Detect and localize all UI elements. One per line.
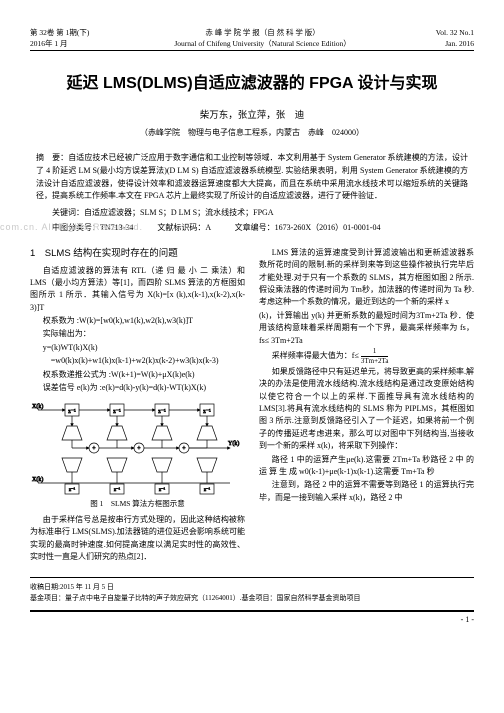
body-columns: 1 SLMS 结构在实现时存在的问题 自适应滤波器的算法有 RTL（递 归 最 …	[30, 247, 474, 565]
artno-label: 文章编号：	[235, 223, 275, 232]
right-eq1: 采样频率得最大值为：f≤ 1 3Tm+2Ta	[259, 348, 474, 365]
footer-block: 收稿日期:2015 年 11 月 5 日 基金项目：量子点中电子自旋量子比特的声…	[30, 577, 474, 604]
left-p1: 自适应滤波器的算法有 RTL（递 归 最 小 二 乘法）和 LMS（最小均方算法…	[30, 265, 245, 315]
header-vol-en: Vol. 32 No.1	[436, 28, 474, 39]
left-eq3: =w0(k)x(k)+w1(k)x(k-1)+w2(k)x(k-2)+w3(k)…	[30, 355, 245, 367]
page-number-row: - 1 -	[30, 610, 474, 624]
header-volume: 第 32卷 第 1期(下)	[30, 28, 89, 39]
right-column: LMS 算法的运算速度受到计算滤波输出和更新滤波器系数所花时间的限制.新的采样到…	[259, 247, 474, 565]
page-header: 第 32卷 第 1期(下) 2016年 1 月 赤 峰 学 院 学 报（自 然 …	[30, 28, 474, 51]
page-number: - 1 -	[461, 615, 474, 624]
doc-label: 文献标识码：	[157, 223, 205, 232]
right-p4: 路径 1 中的运算产生μe(k).这需要 2Tm+Ta 秒路径 2 中 的 运 …	[259, 454, 474, 479]
left-eq1: 权系数为 :W(k)=[w0(k),w1(k),w2(k),w3(k)]T	[30, 315, 245, 327]
left-eq4: 权系数递推公式为 :W(k+1)=W(k)+μX(k)e(k)	[30, 369, 245, 381]
figure-1-caption: 图 1 SLMS 算法方框图示意	[30, 498, 245, 510]
svg-text:Y(k): Y(k)	[228, 440, 239, 447]
left-eq5: 误差信号 e(k)为 :e(k)=d(k)-y(k)=d(k)-WT(k)X(k…	[30, 382, 245, 394]
paper-title: 延迟 LMS(DLMS)自适应滤波器的 FPGA 设计与实现	[30, 69, 474, 93]
svg-text:z⁻¹: z⁻¹	[68, 409, 76, 415]
svg-text:z⁻¹: z⁻¹	[204, 487, 211, 493]
header-date-en: Jan. 2016	[436, 39, 474, 50]
svg-text:X(k): X(k)	[32, 403, 43, 410]
right-p3: 如果反馈路径中只有延迟单元，将导致更高的采样频率.解决的办法是使用流水线结构.流…	[259, 366, 474, 453]
left-column: 1 SLMS 结构在实现时存在的问题 自适应滤波器的算法有 RTL（递 归 最 …	[30, 247, 245, 565]
eq1-label: 采样频率得最大值为：f≤	[272, 350, 359, 362]
slms-diagram: z⁻¹ z⁻¹ z⁻¹ z⁻¹ X(k)	[30, 398, 240, 496]
figure-1: z⁻¹ z⁻¹ z⁻¹ z⁻¹ X(k)	[30, 398, 245, 510]
left-p2: 实际输出为：	[30, 328, 245, 340]
keywords-block: 关键词：自适应滤波器；SLM S；D LM S；流水线技术；FPGA	[36, 207, 468, 220]
svg-text:z⁻¹: z⁻¹	[159, 487, 166, 493]
journal-cn: 赤 峰 学 院 学 报（自 然 科 学 版）	[174, 28, 350, 39]
svg-text:z⁻¹: z⁻¹	[113, 409, 121, 415]
eq1-top: 1	[373, 348, 377, 355]
abstract-label: 摘 要：	[36, 153, 68, 162]
doc: A	[205, 223, 210, 232]
abstract-block: 摘 要：自适应技术已经被广泛应用于数字通信和工业控制等领域．本文利用基于 Sys…	[36, 152, 468, 203]
eq1-bot: 3Tm+2Ta	[361, 358, 389, 365]
header-date: 2016年 1 月	[30, 39, 89, 50]
right-p2: (k)，计算输出 y(k) 并更新系数的最短时间为3Tm+2Ta 秒．使用该结构…	[259, 310, 474, 347]
svg-text:X(k): X(k)	[32, 476, 43, 483]
authors: 柴万东，张立萍，张 迪	[30, 107, 474, 121]
fund-info: 基金项目：量子点中电子自旋量子比特的声子效应研究（11264001）.基金项目：…	[30, 593, 474, 604]
keywords-text: 自适应滤波器；SLM S；D LM S；流水线技术；FPGA	[84, 208, 274, 217]
watermark-text: com.cn. All Rights Reserved.	[0, 222, 143, 232]
svg-text:z⁻¹: z⁻¹	[158, 409, 166, 415]
left-p3: 由于采样信号总是按串行方式处理的，因此这种结构被称为标准串行 LMS(SLMS)…	[30, 514, 245, 564]
left-eq2: y=(k)WT(k)X(k)	[30, 342, 245, 354]
right-p1: LMS 算法的运算速度受到计算滤波输出和更新滤波器系数所花时间的限制.新的采样到…	[259, 247, 474, 309]
received-date: 收稿日期:2015 年 11 月 5 日	[30, 582, 474, 593]
svg-text:z⁻¹: z⁻¹	[114, 487, 121, 493]
section-1-heading: 1 SLMS 结构在实现时存在的问题	[30, 247, 245, 262]
abstract-text: 自适应技术已经被广泛应用于数字通信和工业控制等领域．本文利用基于 System …	[36, 153, 468, 200]
journal-en: Journal of Chifeng University（Natural Sc…	[174, 39, 350, 50]
artno: 1673-260X（2016）01-0001-04	[275, 223, 381, 232]
right-p5: 注意到，路径 2 中的运算不需要等到路径 1 的运算执行完毕，而是一接到输入采样…	[259, 479, 474, 504]
svg-text:z⁻¹: z⁻¹	[203, 409, 211, 415]
keywords-label: 关键词：	[52, 208, 84, 217]
svg-text:z⁻¹: z⁻¹	[69, 487, 76, 493]
affiliation: （赤峰学院 物理与电子信息工程系，内蒙古 赤峰 024000）	[30, 127, 474, 138]
